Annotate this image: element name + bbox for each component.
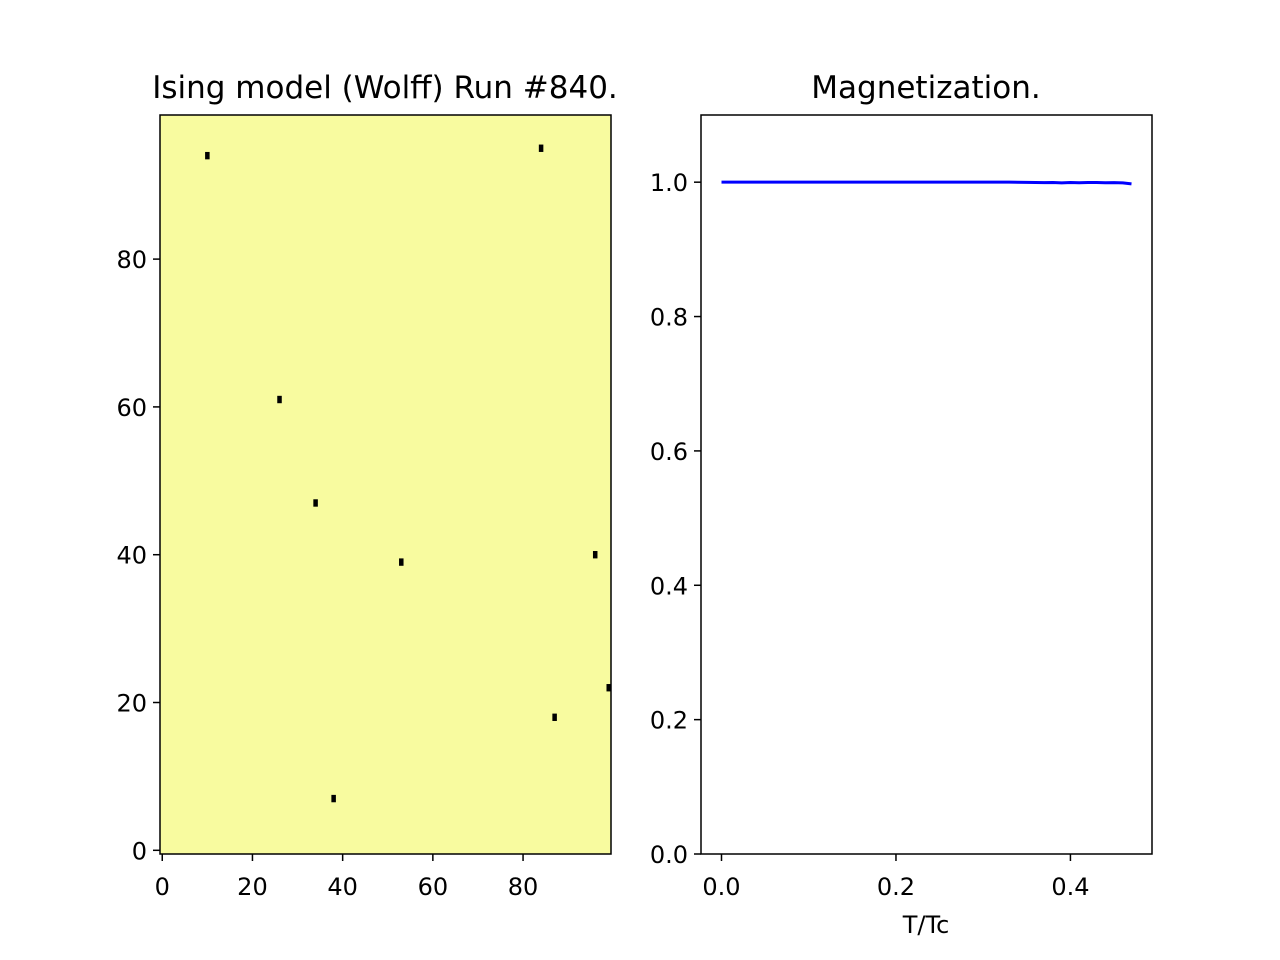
magnetization-y-ticks: 0.0 0.2 0.4 0.6 0.8 1.0 [650,169,701,869]
magnetization-title: Magnetization. [811,70,1040,106]
ising-title: Ising model (Wolff) Run #840. [152,70,618,106]
lattice-frame [159,114,612,855]
y-tick-label: 60 [116,394,147,422]
flipped-spin [399,558,404,566]
magnetization-x-ticks: 0.0 0.2 0.4 [702,854,1090,901]
ising-y-ticks: 0 20 40 60 80 [116,246,160,865]
y-tick-label: 0 [132,837,147,865]
flipped-spin [277,395,282,404]
magnetization-frame [700,114,1153,855]
flipped-spin [313,499,318,507]
x-tick-label: 0.4 [1051,873,1089,901]
y-tick-label: 1.0 [650,169,688,197]
x-tick-label: 0 [155,873,170,901]
flipped-spin [592,551,598,559]
flipped-spin [205,151,210,160]
y-tick-label: 80 [116,246,147,274]
x-tick-label: 20 [237,873,268,901]
y-tick-label: 0.2 [650,707,688,735]
ising-panel: Ising model (Wolff) Run #840. 0 20 40 60 80 … [116,70,617,901]
x-tick-label: 80 [508,873,539,901]
y-tick-label: 0.8 [650,304,688,332]
x-tick-label: 40 [327,873,358,901]
flipped-spin [552,713,557,721]
flipped-spins [205,144,611,803]
y-tick-label: 0.0 [650,841,688,869]
magnetization-series-line [721,180,1132,186]
flipped-spin [331,794,336,803]
y-tick-label: 0.6 [650,438,688,466]
flipped-spin [538,144,544,152]
magnetization-x-label: T/Tc [902,911,950,939]
x-tick-label: 0.0 [702,873,740,901]
ising-x-ticks: 0 20 40 60 80 [155,854,539,901]
x-tick-label: 60 [418,873,449,901]
lattice-background [160,115,611,854]
y-tick-label: 0.4 [650,572,688,600]
x-tick-label: 0.2 [877,873,915,901]
magnetization-panel: Magnetization. 0.0 0.2 0.4 0.0 0.2 0.4 0.6 0.8… [650,70,1153,939]
y-tick-label: 20 [116,690,147,718]
y-tick-label: 40 [116,542,147,570]
flipped-spin [606,684,611,692]
